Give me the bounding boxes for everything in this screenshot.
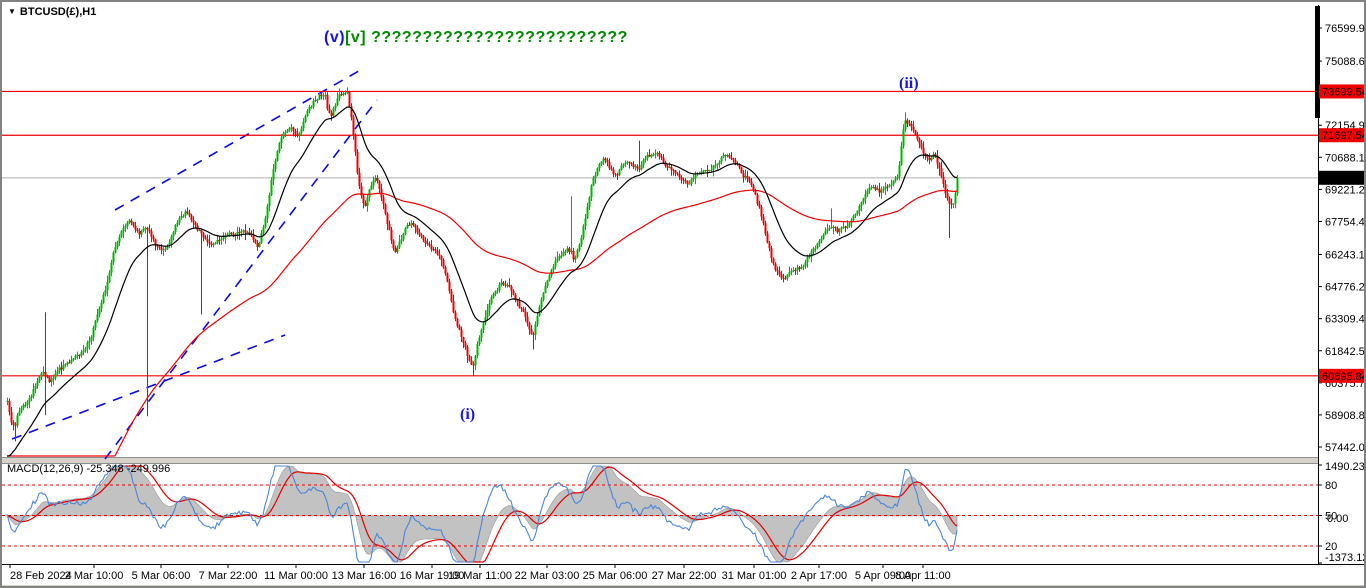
time-tick-label: 31 Mar 01:00 [722, 570, 787, 582]
macd-name: MACD(12,26,9) [7, 463, 84, 475]
price-scale-marker[interactable] [1315, 6, 1320, 118]
trendline[interactable] [104, 99, 378, 460]
price-tick-label: 76599.99 [1325, 23, 1366, 35]
price-label-text: 60695.84 [1322, 371, 1366, 383]
time-tick-label: 5 Mar 06:00 [132, 570, 191, 582]
price-tick-label: 63309.44 [1325, 314, 1366, 326]
trendlines-layer[interactable] [11, 67, 378, 460]
trendline[interactable] [11, 334, 286, 440]
time-tick-label: 13 Mar 16:00 [332, 570, 397, 582]
price-tick-label: 57442.04 [1325, 442, 1366, 454]
macd-pane-layer [2, 465, 1318, 563]
moving-averages-layer [7, 106, 958, 457]
macd-scale-bottom: -1373.126 [1325, 552, 1366, 564]
price-label-box [1319, 128, 1364, 143]
time-tick-label: 7 Mar 22:00 [199, 570, 258, 582]
candles-layer [6, 87, 959, 442]
price-tick-label: 69221.29 [1325, 184, 1366, 196]
slow-ma-line [7, 189, 958, 457]
wave-annotation-v[interactable]: (v)[v] ????????????????????????? [324, 29, 628, 47]
time-tick-label: 16 Mar 19:00 [400, 570, 465, 582]
wave-annotation-ii[interactable]: (ii) [899, 75, 919, 93]
wave-v-blue-label: (v) [324, 29, 346, 46]
chevron-down-icon[interactable]: ▼ [8, 7, 16, 16]
trendline[interactable] [114, 67, 365, 211]
horizontal-lines-layer[interactable] [2, 90, 1318, 377]
price-tick-label: 58908.89 [1325, 410, 1366, 422]
axes-layer [2, 5, 1364, 565]
price-tick-label: 64776.29 [1325, 282, 1366, 294]
macd-level-label: 50 [1325, 511, 1337, 523]
price-label-text: 71697.54 [1322, 130, 1366, 142]
price-tick-label: 61842.59 [1325, 346, 1366, 358]
time-tick-label: 25 Mar 06:00 [583, 570, 648, 582]
price-label-box [1319, 368, 1364, 383]
price-axis[interactable]: 76599.9975088.6972154.9970688.1469221.29… [1318, 23, 1366, 454]
macd-main-value: -25.348 [86, 463, 124, 475]
chart-background [2, 457, 1364, 586]
price-label-text: 69750.50 [1322, 173, 1366, 185]
macd-axis: 1490.235 -1373.126 80 500.00 20 [1318, 461, 1366, 564]
price-label-box [1319, 84, 1364, 99]
wave-ii-label: (ii) [899, 75, 919, 92]
time-tick-label: 27 Mar 22:00 [652, 570, 717, 582]
time-tick-label: 5 Apr 09:00 [855, 570, 911, 582]
price-tick-label: 66243.14 [1325, 250, 1366, 262]
macd-histogram [6, 465, 958, 563]
time-tick-label: 19 Mar 11:00 [448, 570, 512, 582]
price-tick-label: 67754.44 [1325, 216, 1366, 228]
time-tick-label: 8 Apr 11:00 [895, 570, 950, 582]
time-tick-label: 11 Mar 00:00 [264, 570, 328, 582]
wave-i-label: (i) [460, 406, 476, 423]
fast-ma-line [7, 106, 957, 457]
price-tick-label: 70688.14 [1325, 152, 1366, 164]
macd-fast-line [6, 465, 958, 563]
price-label-box [1319, 170, 1364, 185]
symbol-title-label: BTCUSD(£),H1 [19, 6, 97, 18]
time-tick-label: 2 Mar 10:00 [65, 570, 124, 582]
macd-level-label: 20 [1325, 541, 1337, 553]
macd-level-label: 0.00 [1327, 513, 1348, 525]
macd-signal-value: -249.996 [126, 463, 171, 475]
wave-v-question-marks: ????????????????????????? [371, 29, 628, 46]
price-label-text: 73699.54 [1322, 86, 1366, 98]
macd-scale-top: 1490.235 [1325, 461, 1366, 473]
symbol-title: ▼ BTCUSD(£),H1 [8, 6, 96, 18]
price-tick-label: 75088.69 [1325, 56, 1366, 68]
macd-level-label: 80 [1325, 480, 1337, 492]
macd-indicator-label: MACD(12,26,9) -25.348 -249.996 [7, 463, 170, 475]
wave-annotation-i[interactable]: (i) [460, 406, 475, 424]
wave-v-green-label: [v] [345, 29, 367, 46]
time-tick-label: 2 Apr 17:00 [791, 570, 847, 582]
macd-signal-line [6, 465, 958, 563]
time-tick-label: 28 Feb 2024 [10, 570, 72, 582]
time-tick-label: 22 Mar 03:00 [515, 570, 580, 582]
